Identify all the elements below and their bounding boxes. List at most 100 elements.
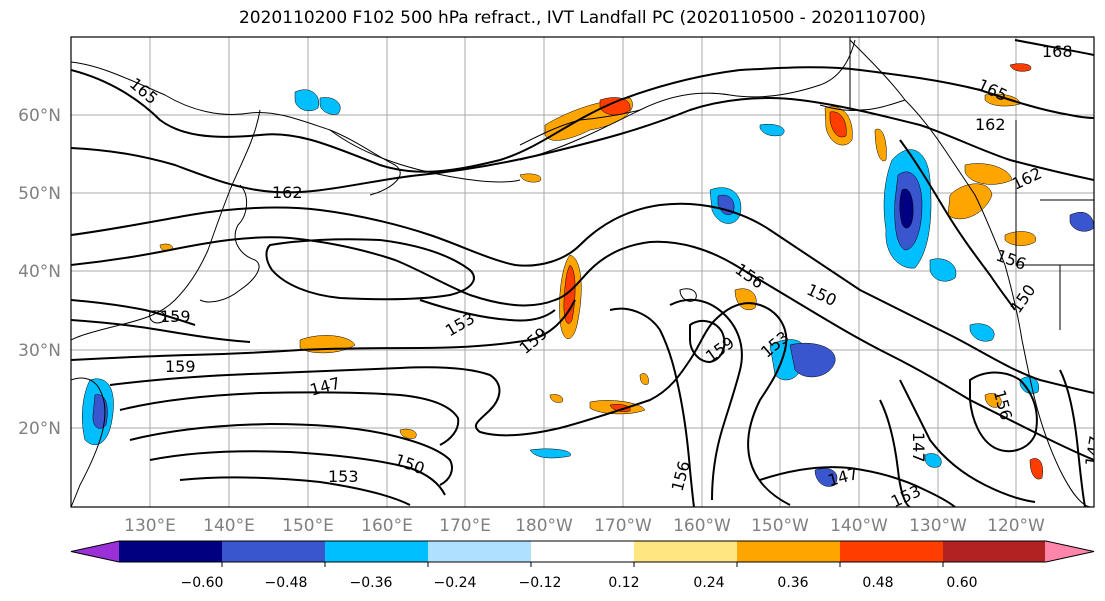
contour-line: [669, 298, 743, 501]
contour-line: [1059, 369, 1086, 507]
contour-line: [149, 450, 446, 496]
contour-line: [265, 238, 475, 301]
island: [149, 310, 166, 324]
political-boundaries: [849, 37, 1094, 330]
map-border: [70, 36, 1095, 508]
contour-line: [71, 202, 1094, 394]
lon-label: 140°E: [203, 516, 255, 536]
colorbar-segment: [428, 541, 532, 562]
lat-label: 60°N: [18, 106, 61, 126]
positive-patch: [1029, 458, 1043, 480]
colorbar-tick-label: 0.48: [862, 575, 893, 591]
contour-line: [609, 307, 695, 507]
colorbar-tick-label: −0.60: [181, 575, 224, 591]
colorbar-segment: [634, 541, 738, 562]
negative-patch: [814, 468, 838, 487]
negative-patch: [294, 89, 320, 111]
negative-patch: [529, 448, 571, 459]
positive-patch: [609, 404, 631, 412]
lat-label: 30°N: [18, 341, 61, 361]
latitude-labels: 60°N 50°N 40°N 30°N 20°N: [18, 106, 61, 439]
contour-line: [899, 139, 1016, 311]
colorbar-tick-label: −0.48: [265, 575, 308, 591]
colorbar-tick-label: 0.24: [693, 575, 724, 591]
positive-patch: [829, 111, 847, 138]
contour-label: 147: [909, 432, 928, 463]
negative-patch: [929, 258, 957, 282]
contour-line: [179, 476, 411, 506]
positive-patch: [964, 163, 1013, 185]
positive-patch: [599, 97, 631, 116]
negative-patch: [924, 453, 942, 468]
colorbar-segment: [531, 541, 635, 562]
colorbar-segment: [737, 541, 841, 562]
contour-line: [71, 299, 196, 326]
contour-line: [71, 66, 1094, 173]
positive-patch: [549, 394, 563, 403]
contour-line: [71, 236, 1094, 461]
contour-label: 159: [165, 357, 196, 376]
lon-label: 150°W: [751, 516, 809, 536]
coastline: [71, 377, 106, 507]
positive-patch: [1004, 231, 1037, 246]
lat-label: 20°N: [18, 419, 61, 439]
negative-patch: [899, 188, 914, 229]
negative-patch: [759, 124, 785, 137]
coastline: [71, 61, 401, 196]
negative-patch: [319, 97, 341, 115]
colorbar-extend-min: [71, 541, 120, 562]
contour-line: [419, 299, 556, 322]
coastline: [1004, 264, 1091, 507]
positive-patch: [874, 128, 887, 162]
colorbar-segment: [119, 541, 223, 562]
ivt-fill-patches: [82, 63, 1094, 487]
lon-label: 150°E: [282, 516, 334, 536]
colorbar-segment: [325, 541, 429, 562]
positive-patch: [639, 373, 649, 385]
positive-patch: [519, 173, 542, 183]
positive-patch: [399, 428, 417, 439]
colorbar-segment: [222, 541, 326, 562]
lon-label: 140°W: [830, 516, 888, 536]
contour-label: 162: [272, 183, 303, 202]
contour-label: 159: [160, 307, 191, 326]
colorbar: [70, 540, 1095, 567]
contour-label: 162: [975, 115, 1006, 134]
contour-label: 147: [1081, 434, 1105, 467]
lon-label: 170°E: [439, 516, 491, 536]
coastline: [849, 39, 1006, 266]
colorbar-tick-label: −0.36: [350, 575, 393, 591]
contour-line: [879, 399, 911, 507]
colorbar-tick-label: −0.24: [434, 575, 477, 591]
contour-line: [71, 97, 1094, 194]
coastline: [71, 109, 261, 341]
contour-line: [899, 379, 1036, 503]
contour-label: 153: [328, 467, 359, 486]
colorbar-extend-max: [1045, 541, 1094, 562]
lon-label: 160°E: [361, 516, 413, 536]
colorbar-segment: [943, 541, 1047, 562]
lon-label: 130°E: [124, 516, 176, 536]
contour-line: [71, 319, 251, 343]
colorbar-tick-label: 0.36: [777, 575, 808, 591]
contour-line: [71, 299, 576, 361]
contour-line: [759, 466, 956, 507]
coastline: [199, 184, 260, 303]
contour-line: [1014, 39, 1094, 56]
coastline: [329, 129, 521, 183]
longitude-labels: 130°E 140°E 150°E 160°E 170°E 180°W 170°…: [124, 516, 1045, 536]
lon-label: 170°W: [594, 516, 652, 536]
positive-patch: [984, 93, 1021, 107]
contour-line: [109, 302, 791, 506]
coastline: [519, 39, 856, 161]
lat-label: 50°N: [18, 184, 61, 204]
colorbar-tick-label: 0.12: [608, 575, 639, 591]
negative-patch: [969, 323, 995, 342]
contour-line: [969, 371, 1038, 453]
colorbar-tick-label: −0.12: [519, 575, 562, 591]
map-title: 2020110200 F102 500 hPa refract., IVT La…: [238, 8, 926, 28]
lon-label: 120°W: [987, 516, 1045, 536]
colorbar-ticks: −0.60 −0.48 −0.36 −0.24 −0.12 0.12 0.24 …: [181, 575, 978, 591]
positive-patch: [1009, 63, 1032, 72]
